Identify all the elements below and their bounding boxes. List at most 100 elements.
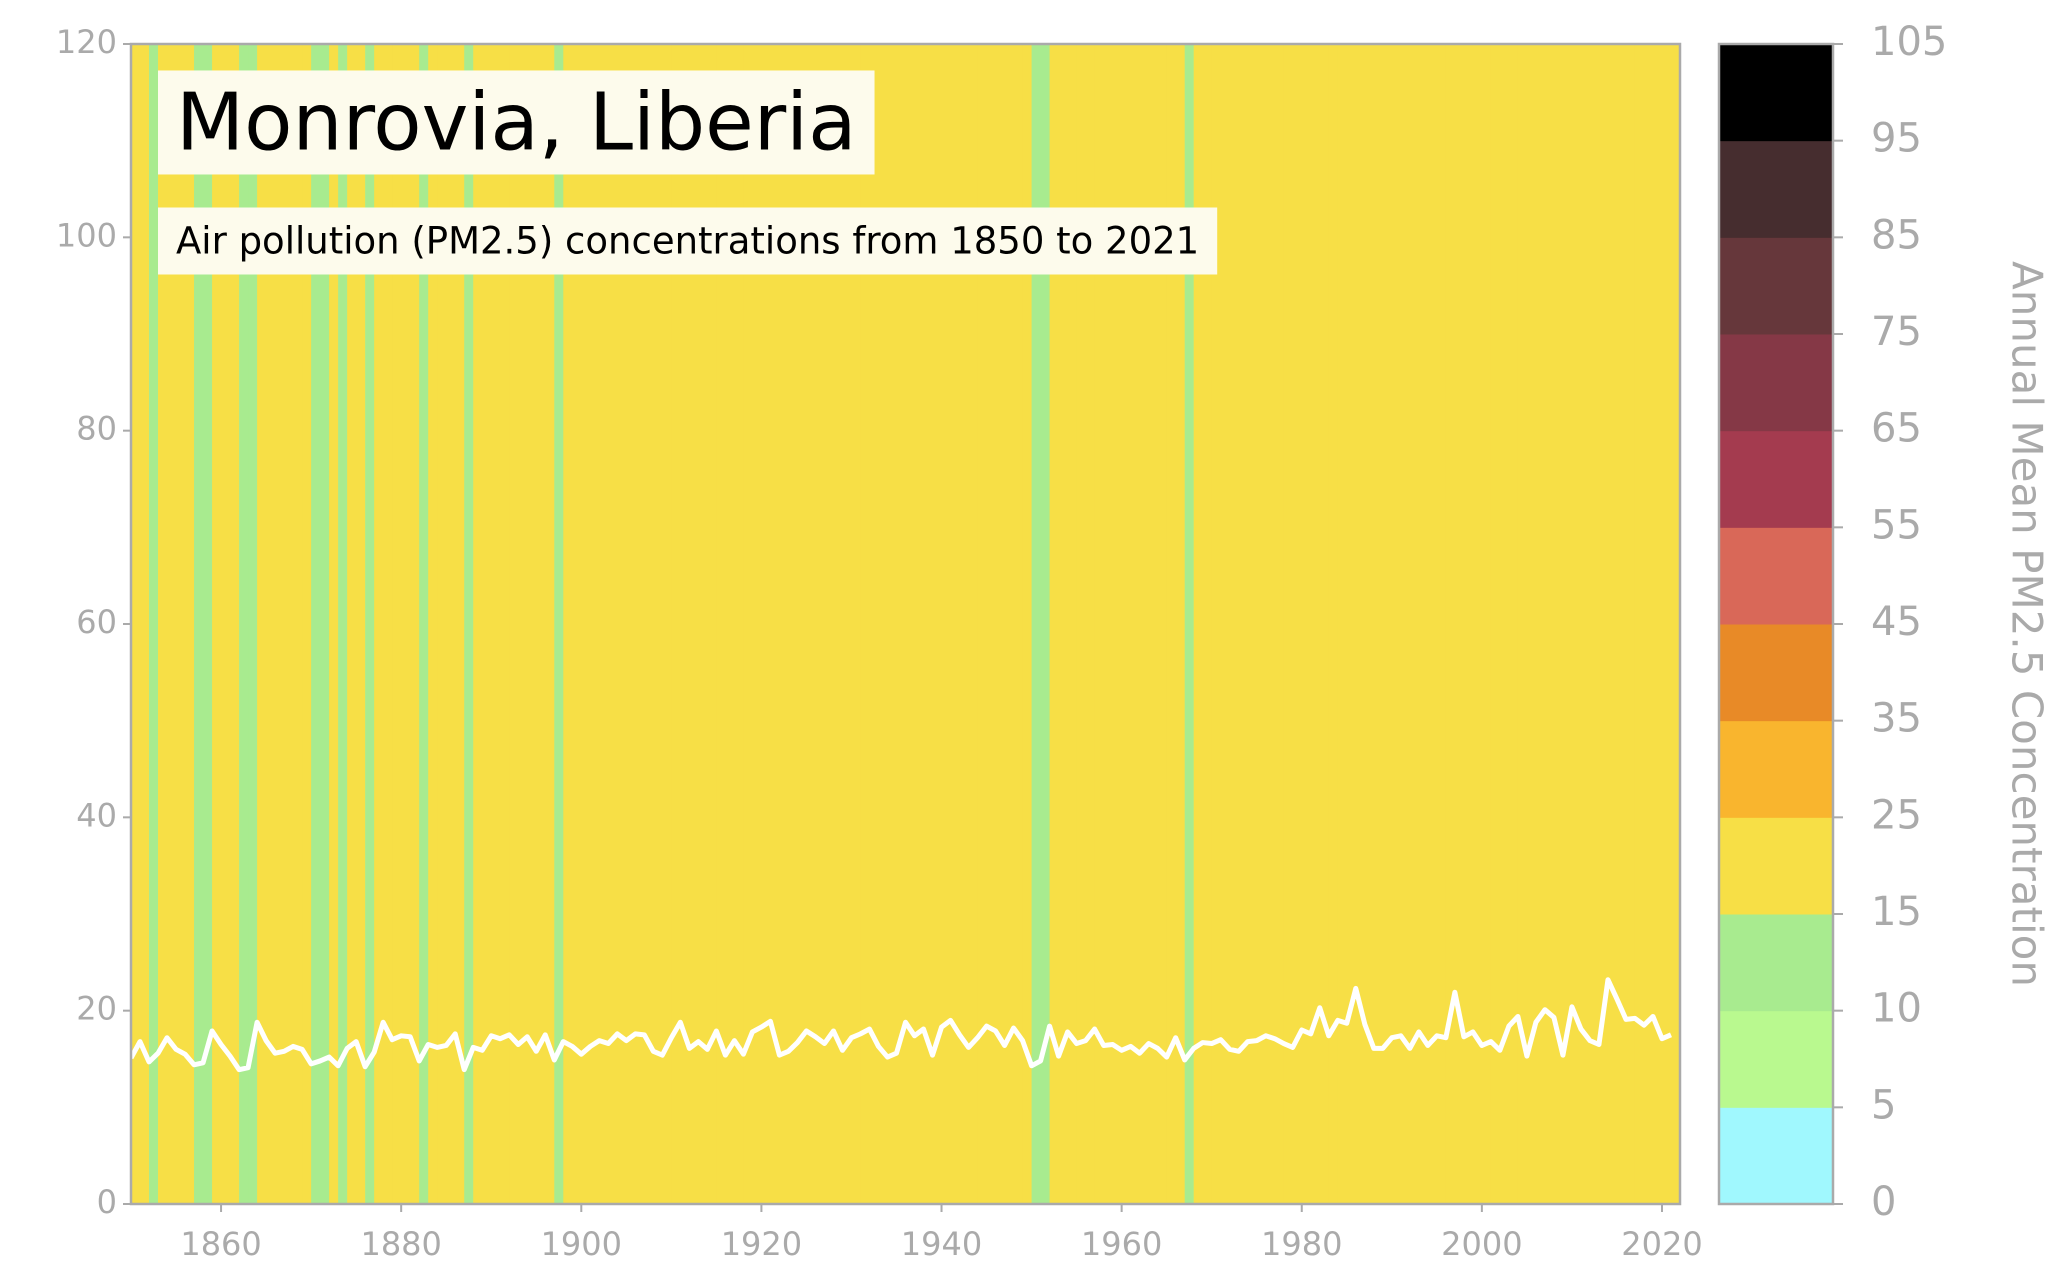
x-tick-label: 1860 — [180, 1225, 261, 1263]
stripe — [1427, 44, 1438, 1204]
stripe — [239, 44, 249, 1204]
stripe — [1571, 44, 1582, 1204]
stripe — [1454, 44, 1465, 1204]
stripe — [1526, 44, 1537, 1204]
stripe — [878, 44, 889, 1204]
stripe — [1274, 44, 1285, 1204]
colorbar-tick-label: 10 — [1871, 986, 1922, 1032]
stripe — [176, 44, 186, 1204]
stripe — [1589, 44, 1600, 1204]
stripe — [1076, 44, 1087, 1204]
stripe — [1247, 44, 1258, 1204]
stripe — [365, 44, 375, 1204]
stripe — [401, 44, 411, 1204]
stripe — [1418, 44, 1429, 1204]
stripe — [554, 44, 564, 1204]
stripe — [698, 44, 708, 1204]
y-tick-label: 80 — [76, 410, 117, 448]
stripe — [1193, 44, 1204, 1204]
stripe — [464, 44, 474, 1204]
stripe — [761, 44, 772, 1204]
stripe — [428, 44, 438, 1204]
stripe — [437, 44, 447, 1204]
stripe — [1202, 44, 1213, 1204]
y-tick-label: 100 — [56, 216, 117, 254]
stripe — [1175, 44, 1186, 1204]
colorbar-tick-label: 65 — [1871, 406, 1922, 452]
stripe — [1256, 44, 1267, 1204]
stripe — [1562, 44, 1573, 1204]
stripe — [599, 44, 609, 1204]
x-tick-label: 2000 — [1441, 1225, 1522, 1263]
stripe — [212, 44, 222, 1204]
stripe — [311, 44, 321, 1204]
colorbar-segment — [1719, 624, 1833, 722]
colorbar-tick-label: 105 — [1871, 19, 1947, 65]
stripe — [1499, 44, 1510, 1204]
stripe — [509, 44, 519, 1204]
stripe — [410, 44, 420, 1204]
stripe — [1319, 44, 1330, 1204]
colorbar-label: Annual Mean PM2.5 Concentration — [2003, 261, 2052, 987]
stripe — [194, 44, 204, 1204]
stripe — [473, 44, 483, 1204]
stripe — [995, 44, 1006, 1204]
stripe — [608, 44, 618, 1204]
stripe — [527, 44, 537, 1204]
stripe — [644, 44, 654, 1204]
stripe — [518, 44, 528, 1204]
stripe — [905, 44, 916, 1204]
stripe — [1598, 44, 1609, 1204]
stripe — [797, 44, 808, 1204]
stripe — [968, 44, 979, 1204]
stripe — [680, 44, 690, 1204]
stripe — [1049, 44, 1060, 1204]
stripe — [851, 44, 862, 1204]
stripe — [1490, 44, 1501, 1204]
stripe — [563, 44, 573, 1204]
stripe — [167, 44, 177, 1204]
stripe — [1625, 44, 1636, 1204]
stripe — [1238, 44, 1249, 1204]
stripe — [707, 44, 717, 1204]
subtitle-box — [158, 207, 1218, 275]
stripe — [356, 44, 366, 1204]
chart-title: Monrovia, Liberia — [176, 76, 857, 168]
stripe — [374, 44, 384, 1204]
stripe — [1013, 44, 1024, 1204]
stripe — [689, 44, 699, 1204]
stripe — [977, 44, 988, 1204]
stripe — [1364, 44, 1375, 1204]
stripe — [923, 44, 934, 1204]
stripe — [1643, 44, 1654, 1204]
stripe — [248, 44, 258, 1204]
stripe — [203, 44, 213, 1204]
stripe — [743, 44, 754, 1204]
stripe — [1283, 44, 1294, 1204]
stripe — [734, 44, 744, 1204]
stripe — [1022, 44, 1033, 1204]
stripe — [1544, 44, 1555, 1204]
stripe — [500, 44, 510, 1204]
stripe — [1121, 44, 1132, 1204]
colorbar-segment — [1719, 720, 1833, 818]
stripe — [581, 44, 591, 1204]
x-tick-label: 1940 — [901, 1225, 982, 1263]
stripe — [815, 44, 826, 1204]
title-box — [158, 70, 875, 175]
stripe — [788, 44, 799, 1204]
colorbar-tick-label: 0 — [1871, 1179, 1896, 1225]
stripe — [572, 44, 582, 1204]
colorbar-segment — [1719, 140, 1833, 238]
stripe — [1112, 44, 1123, 1204]
colorbar-tick-label: 85 — [1871, 212, 1922, 258]
stripe — [266, 44, 276, 1204]
stripe — [842, 44, 853, 1204]
stripe — [1472, 44, 1483, 1204]
stripe — [1670, 44, 1681, 1204]
stripe — [149, 44, 159, 1204]
colorbar-segment — [1719, 914, 1833, 1012]
stripe — [626, 44, 636, 1204]
stripe — [1580, 44, 1591, 1204]
